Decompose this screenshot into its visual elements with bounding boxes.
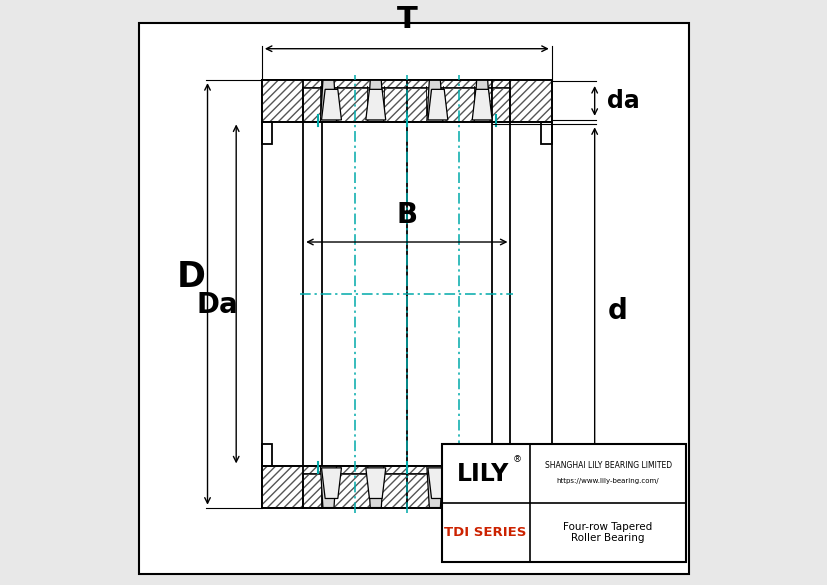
Text: ®: ® (512, 456, 521, 464)
Polygon shape (367, 466, 384, 508)
Polygon shape (474, 466, 490, 508)
Bar (261, 122, 272, 144)
Polygon shape (366, 468, 385, 498)
Bar (541, 443, 551, 466)
Polygon shape (321, 468, 341, 498)
Text: SHANGHAI LILY BEARING LIMITED: SHANGHAI LILY BEARING LIMITED (544, 462, 671, 470)
Text: Da: Da (197, 291, 238, 319)
Text: T: T (396, 5, 417, 34)
Text: d: d (606, 297, 626, 325)
Text: LILY: LILY (456, 462, 509, 486)
Bar (441, 445, 686, 562)
Text: da: da (606, 89, 639, 113)
Text: D: D (177, 260, 206, 294)
Bar (303, 88, 509, 122)
Polygon shape (320, 466, 336, 508)
Polygon shape (426, 80, 442, 122)
Polygon shape (321, 90, 341, 120)
Polygon shape (366, 90, 385, 120)
Text: TDI SERIES: TDI SERIES (444, 526, 526, 539)
Bar (261, 80, 551, 122)
Text: https://www.lily-bearing.com/: https://www.lily-bearing.com/ (556, 478, 658, 484)
Polygon shape (428, 468, 447, 498)
Polygon shape (471, 468, 491, 498)
Bar (261, 466, 551, 508)
Bar (303, 474, 509, 508)
Polygon shape (426, 466, 442, 508)
Polygon shape (428, 90, 447, 120)
Bar (261, 466, 551, 508)
Text: B: B (396, 201, 417, 229)
Text: Four-row Tapered
Roller Bearing: Four-row Tapered Roller Bearing (562, 522, 652, 543)
Bar (541, 122, 551, 144)
Bar (303, 474, 509, 508)
Polygon shape (320, 80, 336, 122)
Polygon shape (474, 80, 490, 122)
Bar (261, 80, 551, 122)
Bar (261, 443, 272, 466)
Polygon shape (367, 80, 384, 122)
Polygon shape (471, 90, 491, 120)
Bar (303, 88, 509, 122)
